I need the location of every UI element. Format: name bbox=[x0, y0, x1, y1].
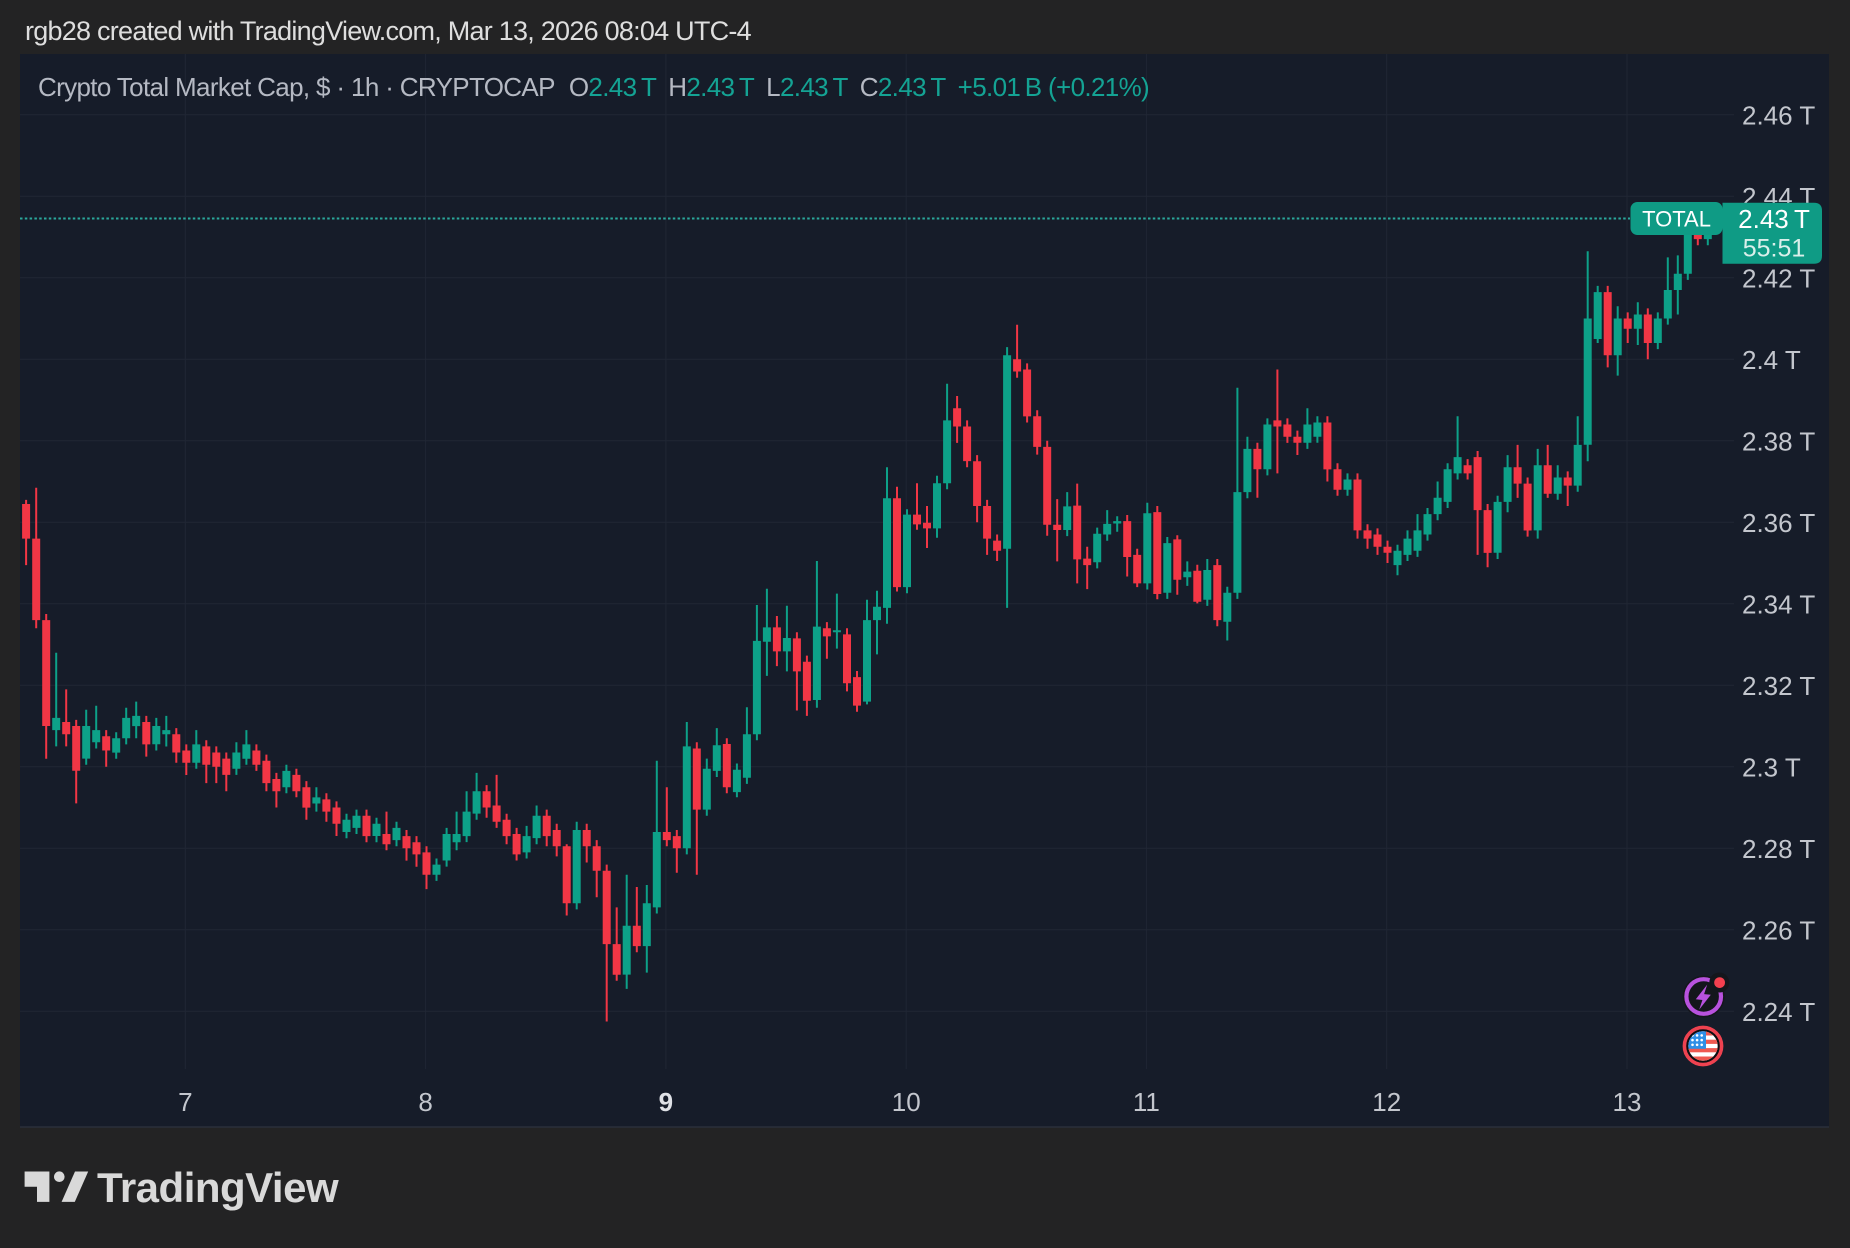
svg-text:7: 7 bbox=[178, 1087, 192, 1117]
svg-text:Crypto Total Market Cap, $ · 1: Crypto Total Market Cap, $ · 1h · CRYPTO… bbox=[38, 72, 1149, 102]
svg-text:11: 11 bbox=[1133, 1087, 1160, 1117]
svg-text:TOTAL: TOTAL bbox=[1642, 207, 1711, 232]
svg-text:55:51: 55:51 bbox=[1743, 235, 1806, 263]
svg-text:13: 13 bbox=[1613, 1087, 1642, 1117]
svg-text:9: 9 bbox=[659, 1087, 673, 1117]
svg-text:12: 12 bbox=[1372, 1087, 1401, 1117]
svg-text:2.42 T: 2.42 T bbox=[1742, 263, 1815, 293]
svg-text:10: 10 bbox=[892, 1087, 921, 1117]
svg-text:8: 8 bbox=[418, 1087, 432, 1117]
svg-text:2.26 T: 2.26 T bbox=[1742, 915, 1815, 945]
svg-text:2.32 T: 2.32 T bbox=[1742, 671, 1815, 701]
svg-text:TradingView: TradingView bbox=[97, 1164, 339, 1211]
svg-text:2.34 T: 2.34 T bbox=[1742, 589, 1815, 619]
svg-text:rgb28 created with TradingView: rgb28 created with TradingView.com, Mar … bbox=[25, 16, 752, 46]
svg-text:2.43 T: 2.43 T bbox=[1738, 204, 1810, 234]
svg-text:2.4 T: 2.4 T bbox=[1742, 345, 1801, 375]
svg-text:2.36 T: 2.36 T bbox=[1742, 508, 1815, 538]
svg-text:2.28 T: 2.28 T bbox=[1742, 834, 1815, 864]
svg-text:2.3 T: 2.3 T bbox=[1742, 752, 1801, 782]
svg-text:2.24 T: 2.24 T bbox=[1742, 997, 1815, 1027]
svg-text:2.38 T: 2.38 T bbox=[1742, 426, 1815, 456]
svg-text:2.46 T: 2.46 T bbox=[1742, 100, 1815, 130]
